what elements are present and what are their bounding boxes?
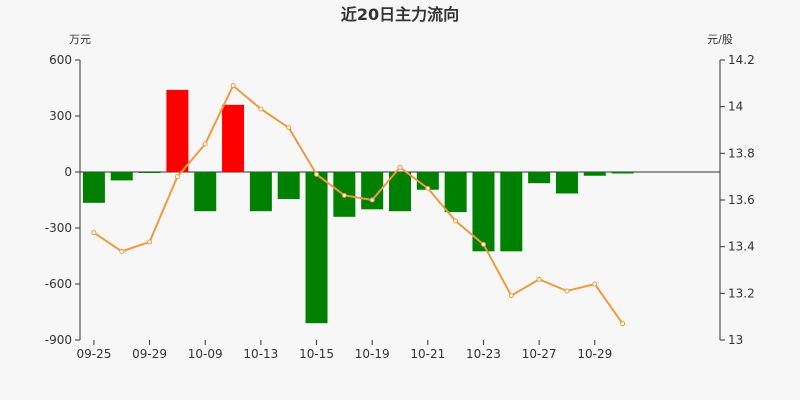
flow-bar <box>82 172 105 203</box>
price-point <box>286 125 292 131</box>
x-tick-label: 10-19 <box>355 347 390 361</box>
flow-bar <box>222 104 245 172</box>
price-point <box>147 239 153 245</box>
flow-bar <box>500 172 523 252</box>
x-tick-label: 09-29 <box>132 347 167 361</box>
flow-bar <box>277 172 300 200</box>
price-point <box>425 185 431 191</box>
chart-title: 近20日主力流向 <box>341 5 459 24</box>
right-tick-label: 14.2 <box>728 53 755 67</box>
flow-bar <box>611 172 634 174</box>
left-tick-label: 0 <box>64 165 72 179</box>
x-tick-label: 10-13 <box>243 347 278 361</box>
x-tick-label: 10-29 <box>577 347 612 361</box>
right-tick-label: 13 <box>728 333 743 347</box>
price-point <box>536 276 542 282</box>
price-point <box>369 197 375 203</box>
x-tick-label: 10-27 <box>522 347 557 361</box>
price-point <box>508 293 514 299</box>
flow-bar <box>389 172 411 212</box>
price-point <box>258 106 264 112</box>
flow-bar <box>194 172 217 212</box>
price-point <box>592 281 598 287</box>
x-tick-label: 10-21 <box>410 347 445 361</box>
left-tick-label: 600 <box>49 53 72 67</box>
left-tick-label: 300 <box>49 109 72 123</box>
price-point <box>397 164 403 170</box>
price-point <box>480 241 486 247</box>
x-tick-label: 09-25 <box>76 347 111 361</box>
price-point <box>314 171 320 177</box>
x-tick-label: 10-15 <box>299 347 334 361</box>
right-tick-label: 14 <box>728 100 743 114</box>
axes: 600 300 0 -300 -600 -900 14.2 14 13.8 13.6 13.4 13.… <box>45 53 755 361</box>
right-axis-unit: 元/股 <box>707 33 733 46</box>
left-tick-label: -300 <box>45 221 72 235</box>
flow-bar <box>249 172 272 212</box>
flow-bar <box>166 89 189 172</box>
left-axis-unit: 万元 <box>69 33 91 46</box>
price-point <box>91 230 97 236</box>
price-point <box>119 248 125 254</box>
price-point <box>341 192 347 198</box>
right-tick-label: 13.2 <box>728 286 755 300</box>
flow-bar <box>444 172 467 213</box>
flow-bar <box>138 172 161 173</box>
flow-bar <box>110 172 133 181</box>
x-tick-label: 10-09 <box>188 347 223 361</box>
bars-group <box>82 89 634 324</box>
flow-bar <box>528 172 551 184</box>
price-point <box>174 174 180 180</box>
flow-bar <box>472 172 495 252</box>
x-tick-label: 10-23 <box>466 347 501 361</box>
price-point <box>453 218 459 224</box>
right-tick-label: 13.4 <box>728 240 755 254</box>
left-tick-label: -900 <box>45 333 72 347</box>
flow-bar <box>555 172 578 194</box>
right-tick-label: 13.6 <box>728 193 755 207</box>
price-point <box>564 288 570 294</box>
price-point <box>230 83 236 89</box>
flow-bar <box>305 172 328 324</box>
price-point <box>202 141 208 147</box>
price-point <box>620 321 626 327</box>
price-line-group <box>91 83 626 327</box>
left-tick-label: -600 <box>45 277 72 291</box>
flow-bar <box>583 172 606 176</box>
price-line <box>93 84 624 325</box>
right-tick-label: 13.8 <box>728 146 755 160</box>
